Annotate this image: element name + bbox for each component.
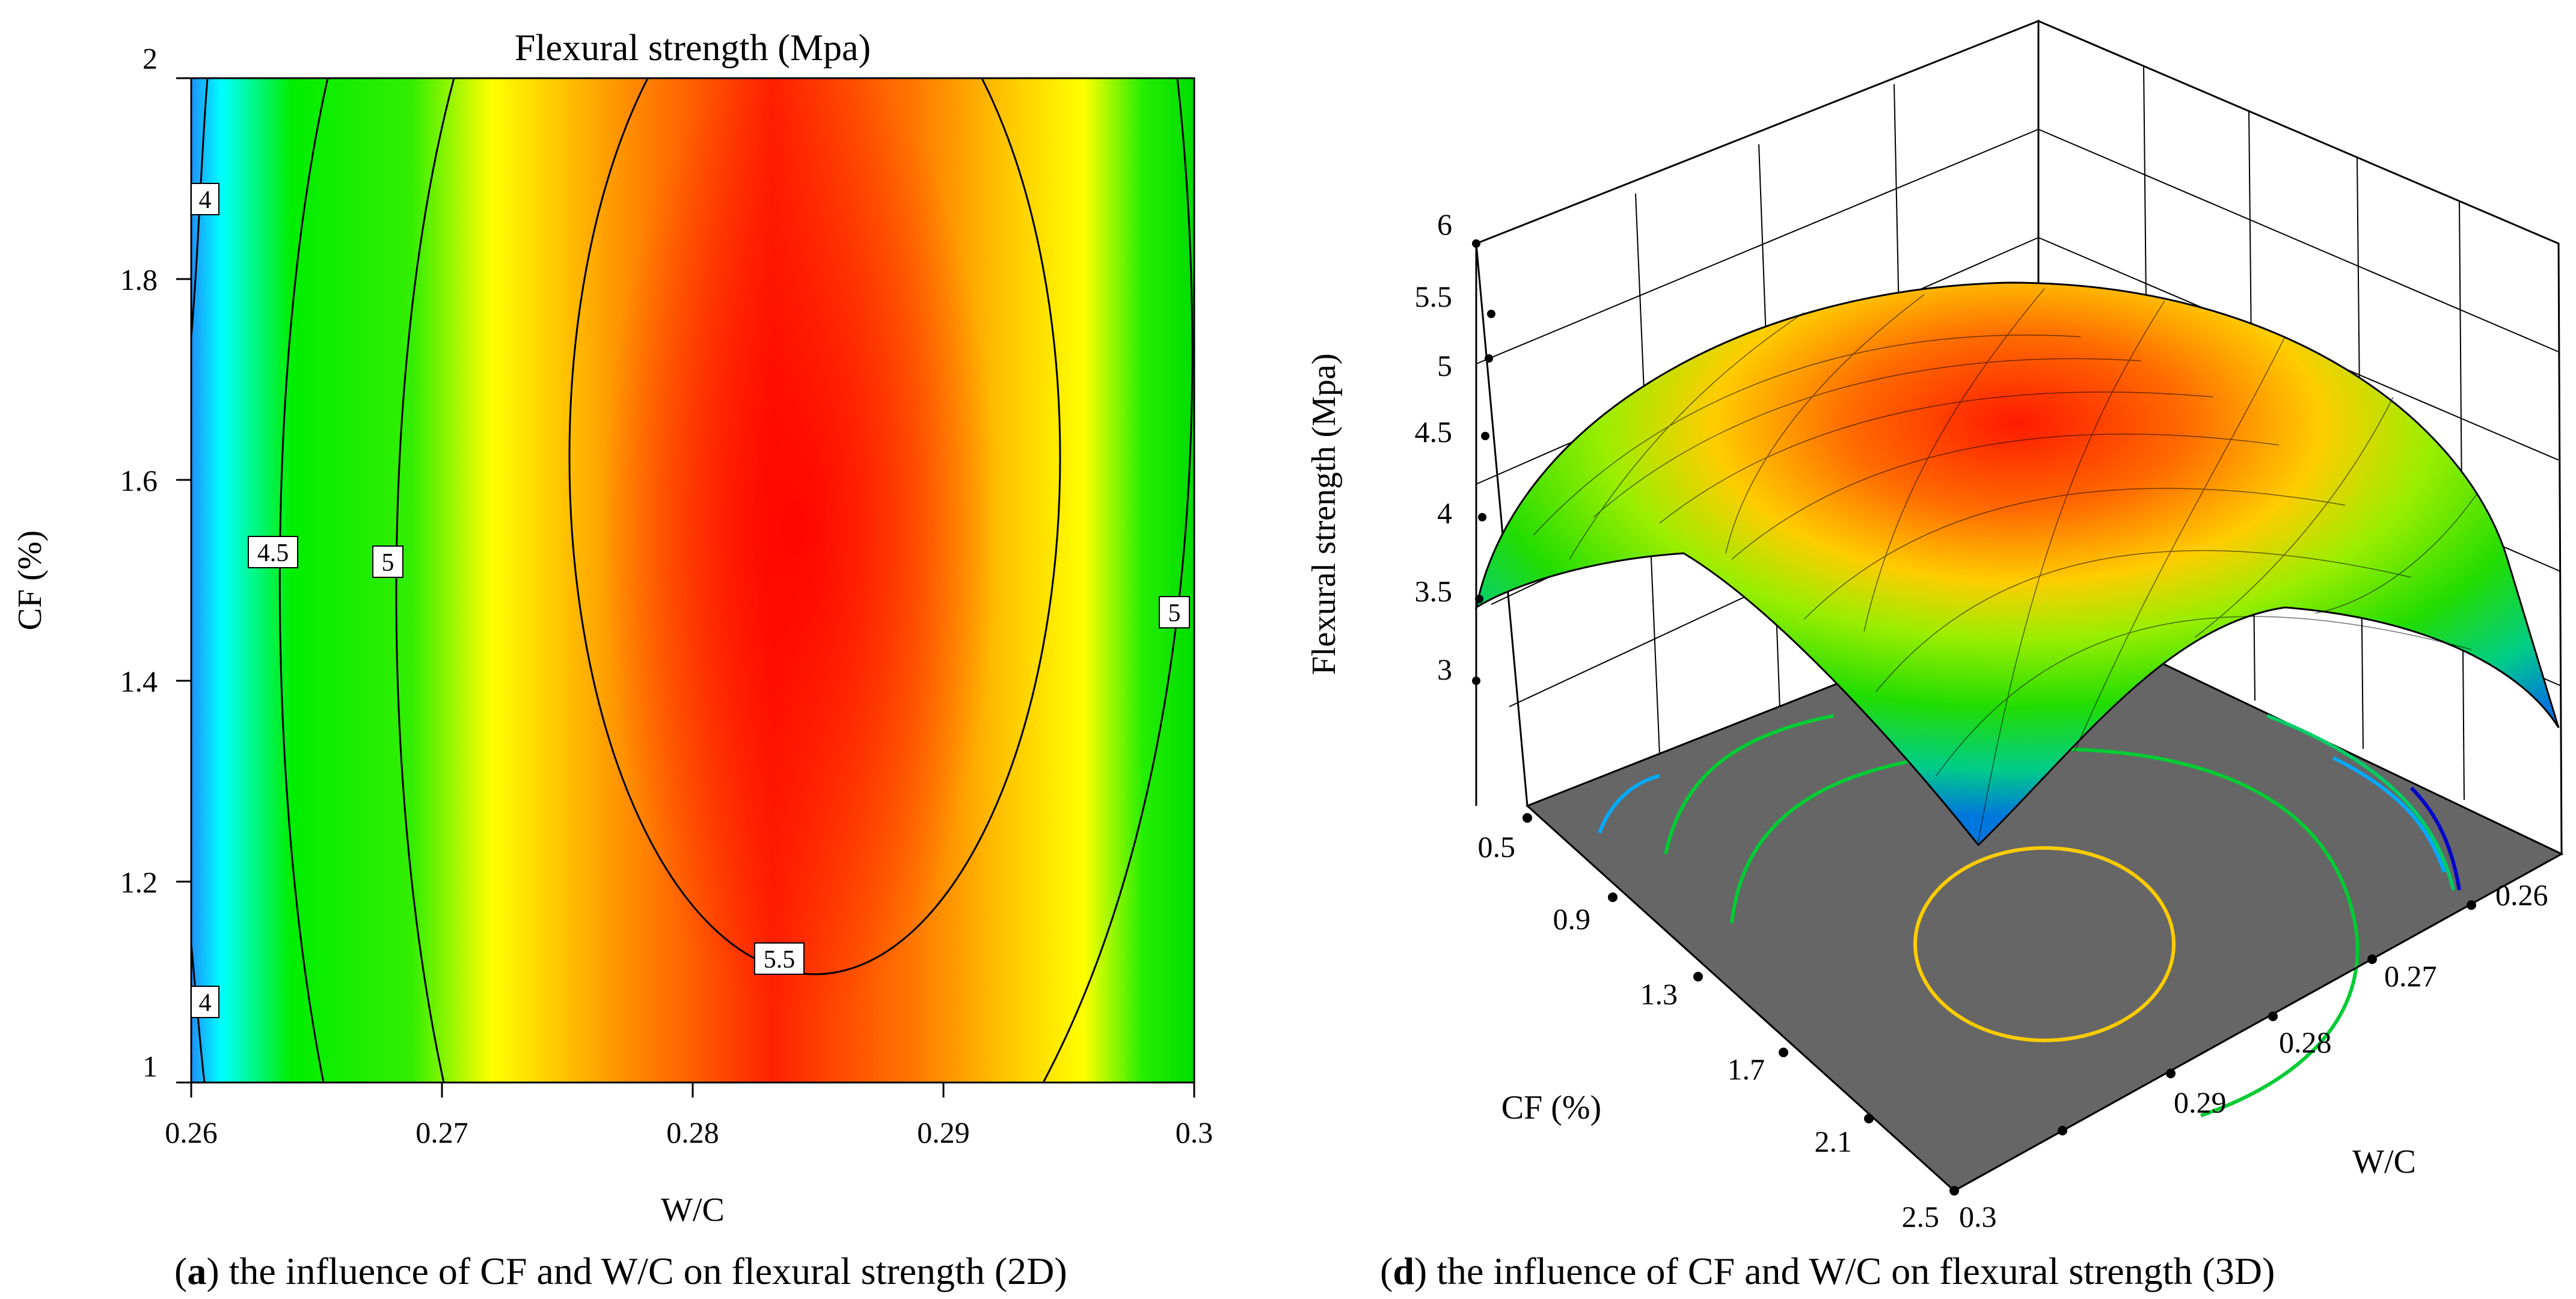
svg-text:4: 4 bbox=[199, 186, 212, 214]
cf-tick-label: 2.1 bbox=[1815, 1125, 1853, 1158]
svg-text:5.5: 5.5 bbox=[764, 946, 796, 974]
contour-plot-2d: Flexural strength (Mpa) 4 4.5 bbox=[11, 28, 1213, 1292]
x-tick-label: 0.28 bbox=[666, 1116, 719, 1149]
x-axis-2d: 0.26 0.27 0.28 0.29 0.3 W/C bbox=[165, 1082, 1213, 1229]
chart-title-2d: Flexural strength (Mpa) bbox=[515, 28, 871, 69]
x-axis-label-2d: W/C bbox=[661, 1191, 725, 1229]
z-axis-label-3d: Flexural strength (Mpa) bbox=[1305, 354, 1343, 675]
y-axis-2d: 1 1.2 1.4 1.6 1.8 2 CF (%) bbox=[11, 41, 191, 1084]
contour-label-4: 5.5 bbox=[754, 942, 805, 975]
x-tick-label: 0.3 bbox=[1176, 1116, 1213, 1149]
contour-label-2: 4.5 bbox=[248, 536, 298, 568]
wc-tick-label: 0.27 bbox=[2384, 959, 2437, 993]
contour-labels: 4 4.5 5 5.5 5 4 bbox=[191, 183, 1190, 1018]
y-tick-label: 1.8 bbox=[120, 263, 158, 296]
wc-tick-label: 0.29 bbox=[2174, 1086, 2227, 1119]
wc-tick-label: 0.3 bbox=[1959, 1200, 1997, 1233]
x-tick-label: 0.27 bbox=[416, 1116, 468, 1149]
z-tick-label: 5.5 bbox=[1415, 280, 1453, 313]
contour-line-5-right bbox=[1042, 78, 1194, 1082]
z-axis-3d: 3 3.5 4 4.5 5 5.5 6 Flexural strength (M… bbox=[1305, 207, 1495, 686]
front-edges bbox=[1475, 244, 2562, 1192]
y-tick-label: 1.2 bbox=[120, 865, 158, 899]
z-tick-label: 3.5 bbox=[1415, 574, 1453, 608]
z-tick-label: 4.5 bbox=[1415, 415, 1453, 449]
contour-label-1: 4 bbox=[191, 183, 219, 215]
wc-axis-label-3d: W/C bbox=[2352, 1143, 2416, 1181]
cf-axis-3d: 0.5 0.9 1.3 1.7 2.1 2.5 CF (%) bbox=[1478, 813, 1959, 1233]
contour-line-4-bottom bbox=[191, 944, 206, 1082]
contour-label-5: 5 bbox=[1159, 596, 1190, 628]
cf-tick-label: 0.9 bbox=[1553, 902, 1591, 936]
heatmap-core bbox=[601, 78, 998, 1022]
cf-tick-label: 2.5 bbox=[1902, 1200, 1940, 1233]
y-axis-label-2d: CF (%) bbox=[11, 530, 49, 630]
y-tick-label: 1.6 bbox=[120, 464, 158, 497]
contour-line-4-5 bbox=[278, 78, 329, 1082]
z-tick-label: 6 bbox=[1437, 207, 1452, 241]
z-tick-label: 4 bbox=[1437, 496, 1452, 530]
svg-text:5: 5 bbox=[382, 549, 394, 577]
wc-axis-3d: 0.26 0.27 0.28 0.29 0.3 W/C bbox=[1959, 878, 2548, 1233]
x-tick-label: 0.29 bbox=[917, 1116, 970, 1149]
cf-tick-label: 1.3 bbox=[1640, 977, 1678, 1011]
z-tick-label: 3 bbox=[1437, 653, 1452, 686]
z-tick-label: 5 bbox=[1437, 349, 1452, 382]
y-tick-label: 1 bbox=[143, 1049, 158, 1083]
cf-axis-label-3d: CF (%) bbox=[1501, 1089, 1601, 1126]
cf-tick-label: 1.7 bbox=[1728, 1052, 1765, 1086]
contour-label-6: 4 bbox=[191, 986, 219, 1018]
y-tick-label: 2 bbox=[143, 41, 158, 75]
contour-label-3: 5 bbox=[372, 545, 403, 578]
svg-text:5: 5 bbox=[1168, 600, 1181, 627]
heatmap-area bbox=[191, 78, 1194, 1082]
contour-line-5-5 bbox=[568, 78, 1061, 975]
cf-tick-label: 0.5 bbox=[1478, 830, 1516, 864]
surface-plot-3d: 3 3.5 4 4.5 5 5.5 6 Flexural strength (M… bbox=[1305, 19, 2564, 1292]
caption-3d: (d) the influence of CF and W/C on flexu… bbox=[1380, 1250, 2275, 1292]
wc-tick-label: 0.28 bbox=[2279, 1025, 2332, 1059]
svg-text:4.5: 4.5 bbox=[257, 539, 289, 567]
floor-contours bbox=[1598, 714, 2461, 1117]
x-tick-label: 0.26 bbox=[165, 1116, 218, 1149]
response-surface bbox=[1474, 281, 2560, 847]
svg-text:4: 4 bbox=[199, 989, 212, 1017]
y-tick-label: 1.4 bbox=[120, 665, 158, 698]
caption-2d: (a) the influence of CF and W/C on flexu… bbox=[174, 1250, 1067, 1292]
wc-tick-label: 0.26 bbox=[2495, 878, 2548, 912]
